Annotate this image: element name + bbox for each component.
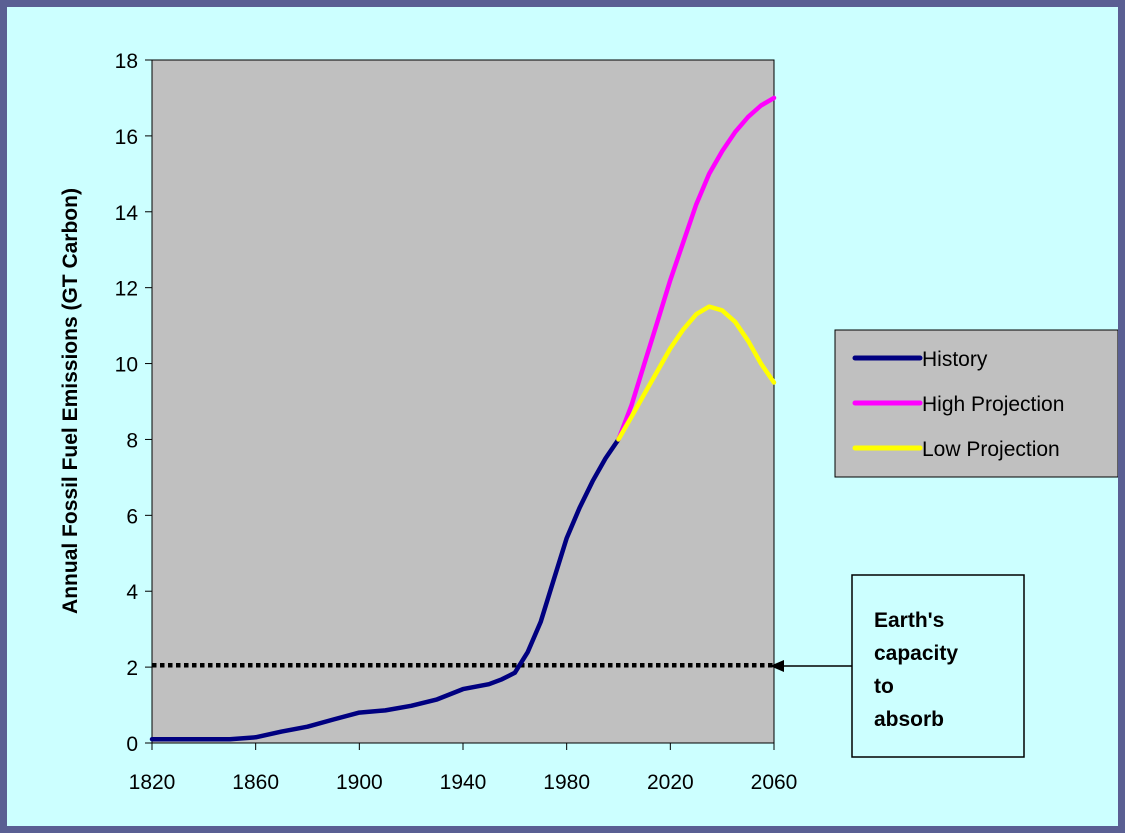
annotation-line-4: absorb [874,708,944,731]
x-tick-label: 2020 [647,771,694,794]
y-tick-label: 14 [115,202,139,225]
legend-label: History [922,348,988,371]
x-tick-label: 1900 [336,771,383,794]
y-tick-label: 2 [126,657,138,680]
legend: History High Projection Low Projection [834,329,1118,478]
annotation-arrow-head [770,660,784,672]
emissions-chart: 0 2 4 6 8 10 12 14 16 18 1820 1860 1900 1940 1980 2020 2… [59,50,1118,794]
y-tick-label: 4 [126,581,138,604]
legend-label: High Projection [922,393,1064,416]
legend-label: Low Projection [922,438,1060,461]
annotation-line-1: Earth's [874,609,944,632]
y-tick-label: 12 [115,278,138,301]
slide-background: 0 2 4 6 8 10 12 14 16 18 1820 1860 1900 1940 1980 2020 2… [7,7,1118,826]
series-line-low-projection [616,304,777,442]
y-tick-label: 10 [115,354,138,377]
y-tick-label: 16 [115,126,138,149]
annotation-line-2: capacity [874,642,958,665]
annotation-box [851,574,1025,758]
annotation-line-3: to [874,675,894,698]
axes: 0 2 4 6 8 10 12 14 16 18 1820 1860 1900 1940 1980 2020 2… [115,50,798,794]
x-tick-label: 1860 [232,771,279,794]
x-tick-label: 1820 [129,771,176,794]
y-tick-label: 18 [115,50,138,73]
x-tick-label: 1940 [440,771,487,794]
capacity-annotation: Earth's capacity to absorb [770,574,1025,758]
series-line-high-projection [616,95,777,442]
x-tick-label: 2060 [751,771,798,794]
series-line-history [149,437,621,742]
x-tick-label: 1980 [543,771,590,794]
plot-area [151,59,775,744]
y-tick-label: 0 [126,733,138,756]
y-axis-title: Annual Fossil Fuel Emissions (GT Carbon) [59,188,82,614]
y-tick-label: 6 [126,505,138,528]
y-tick-label: 8 [126,429,138,452]
series-lines [149,95,777,742]
